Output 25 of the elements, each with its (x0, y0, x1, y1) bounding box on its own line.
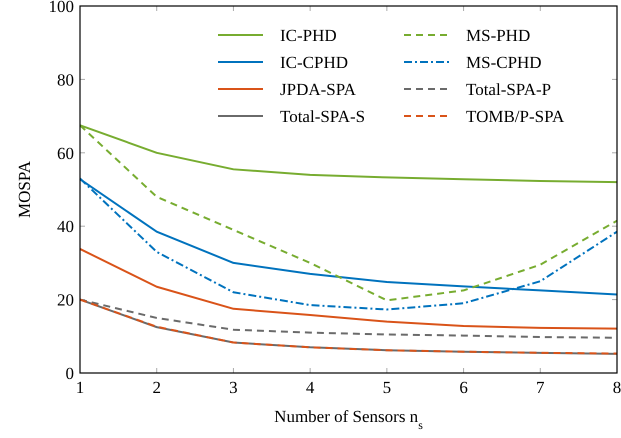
x-tick-label: 7 (536, 378, 546, 397)
y-tick-label: 40 (57, 217, 74, 236)
legend-label: Total-SPA-P (466, 80, 552, 99)
legend-label: IC-PHD (280, 26, 337, 45)
legend-label: MS-PHD (466, 26, 530, 45)
legend-label: MS-CPHD (466, 52, 542, 72)
line-series (79, 248, 618, 330)
y-tick-label: 20 (57, 290, 74, 310)
x-tick-label: 5 (382, 378, 392, 397)
y-axis-title: MOSPA (15, 160, 34, 218)
x-tick-label: 3 (229, 378, 238, 397)
legend-label: IC-CPHD (280, 52, 348, 72)
y-tick-label: 100 (48, 0, 74, 16)
x-tick-label: 8 (612, 378, 621, 397)
legend-label: JPDA-SPA (280, 80, 357, 99)
y-tick-label: 0 (66, 364, 74, 383)
x-axis-title: Number of Sensors n$_{s}$ (274, 407, 424, 432)
legend-label: Total-SPA-S (280, 106, 366, 126)
y-tick-label: 80 (57, 70, 74, 90)
x-tick-label: 4 (306, 378, 315, 397)
y-tick-label: 60 (57, 144, 74, 163)
legend-label: TOMB/P-SPA (466, 106, 565, 126)
x-tick-label: 2 (152, 378, 161, 397)
x-tick-label: 1 (76, 378, 84, 397)
x-tick-label: 6 (459, 378, 468, 397)
